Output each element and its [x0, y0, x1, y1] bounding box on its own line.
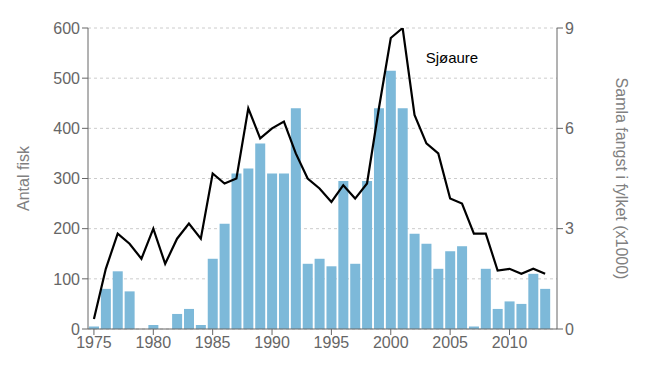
svg-text:0: 0 [565, 321, 574, 338]
svg-text:600: 600 [53, 20, 80, 37]
svg-text:300: 300 [53, 170, 80, 187]
svg-text:2000: 2000 [373, 334, 409, 351]
svg-text:1995: 1995 [314, 334, 350, 351]
svg-text:100: 100 [53, 271, 80, 288]
svg-text:Samla fangst i fylket (x1000): Samla fangst i fylket (x1000) [613, 78, 630, 280]
svg-text:3: 3 [565, 220, 574, 237]
html-text:Sjøaure: Sjøaure [425, 49, 479, 67]
svg-text:Antal fisk: Antal fisk [15, 145, 32, 211]
svg-text:1980: 1980 [136, 334, 172, 351]
svg-text:400: 400 [53, 120, 80, 137]
svg-text:200: 200 [53, 220, 80, 237]
svg-text:1985: 1985 [195, 334, 231, 351]
svg-text:0: 0 [71, 321, 80, 338]
svg-text:1975: 1975 [76, 334, 112, 351]
svg-text:1990: 1990 [254, 334, 290, 351]
svg-text:6: 6 [565, 120, 574, 137]
svg-text:2010: 2010 [492, 334, 528, 351]
svg-text:9: 9 [565, 20, 574, 37]
svg-text:500: 500 [53, 70, 80, 87]
svg-text:2005: 2005 [432, 334, 468, 351]
